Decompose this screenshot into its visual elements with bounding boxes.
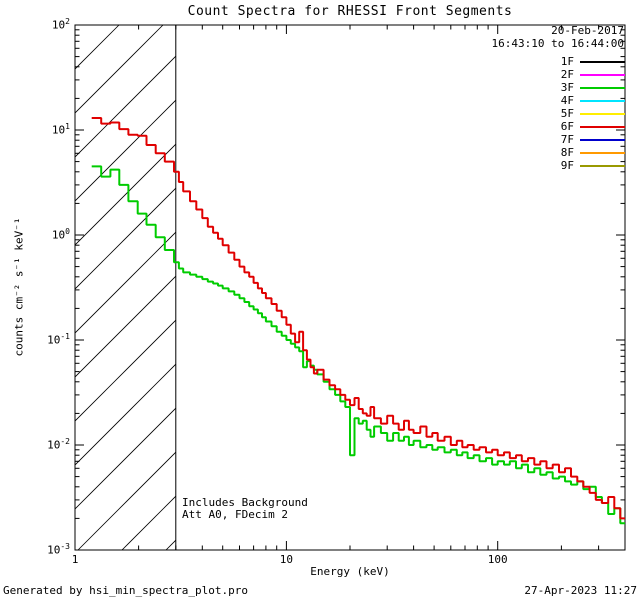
x-tick-label: 10 [279,553,293,566]
legend-label: 2F [560,68,574,81]
annotation-includes-background: Includes Background [182,496,308,509]
x-tick-label: 1 [71,553,79,566]
legend-item-4F: 4F [561,94,625,107]
legend-label: 6F [560,120,574,133]
axis-ticks [74,24,626,551]
series-3F-curve [91,165,625,525]
legend: 1F 2F 3F 4F 5F 6F 7F 8F 9F [561,55,625,172]
x-tick-label: 100 [487,553,508,566]
legend-color-line [580,60,625,63]
legend-color-line [580,138,625,141]
legend-item-9F: 9F [561,159,625,172]
y-axis-label: counts cm⁻² s⁻¹ keV⁻¹ [12,217,26,357]
x-axis-label: Energy (keV) [310,565,390,578]
legend-color-line [580,86,625,89]
y-tick-label: 101 [51,122,70,137]
spectra-curves [91,117,625,525]
annotation-attenuator-state: Att A0, FDecim 2 [182,508,288,521]
legend-label: 3F [560,81,574,94]
legend-color-line [580,112,625,115]
legend-color-line [580,73,625,76]
observation-date: 20-Feb-2017 [551,24,624,37]
legend-color-line [580,164,625,167]
generator-credit: Generated by hsi_min_spectra_plot.pro [3,584,249,597]
generation-timestamp: 27-Apr-2023 11:27 [524,584,637,597]
legend-item-2F: 2F [561,68,625,81]
legend-label: 8F [560,146,574,159]
legend-item-1F: 1F [561,55,625,68]
legend-label: 5F [560,107,574,120]
y-tick-label: 10-1 [47,332,70,347]
legend-item-8F: 8F [561,146,625,159]
legend-color-line [580,151,625,154]
legend-color-line [580,125,625,128]
legend-color-line [580,99,625,102]
observation-time-range: 16:43:10 to 16:44:00 [491,37,624,50]
y-tick-label: 10-2 [47,437,70,452]
legend-label: 9F [560,159,574,172]
legend-item-3F: 3F [561,81,625,94]
legend-label: 7F [560,133,574,146]
chart-title: Count Spectra for RHESSI Front Segments [187,4,513,19]
y-tick-label: 10-3 [47,542,70,557]
legend-item-5F: 5F [561,107,625,120]
y-tick-label: 100 [51,227,70,242]
plot-frame [74,24,626,551]
y-tick-label: 102 [51,17,70,32]
legend-label: 4F [560,94,574,107]
hatch-region [75,25,176,550]
series-6F-curve [91,117,625,520]
legend-label: 1F [560,55,574,68]
legend-item-6F: 6F [561,120,625,133]
legend-item-7F: 7F [561,133,625,146]
